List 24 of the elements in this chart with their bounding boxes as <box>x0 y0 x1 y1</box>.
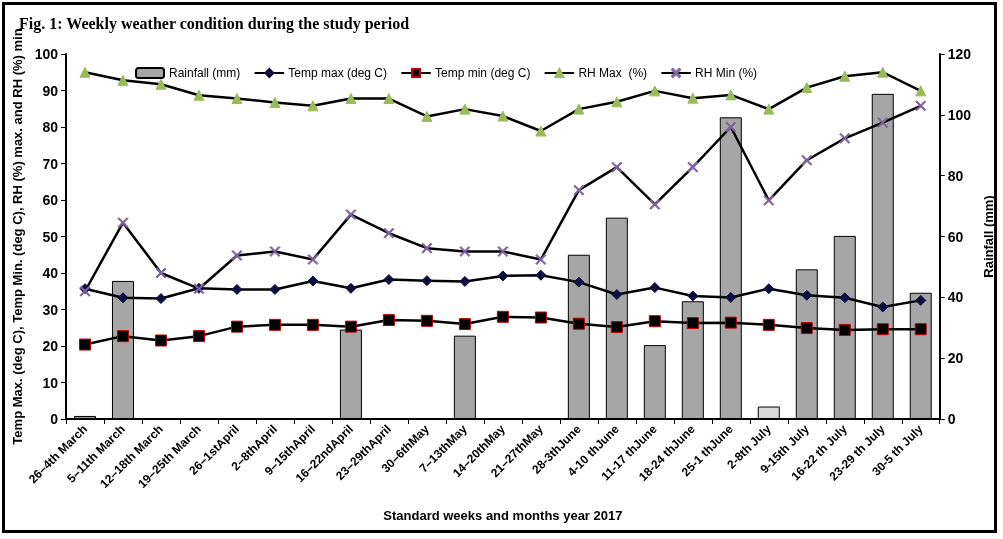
y-tick-label: 80 <box>42 119 59 135</box>
y2-tick-label: 100 <box>947 106 972 123</box>
y-tick-label: 20 <box>42 338 59 354</box>
y-tick-label: 60 <box>42 192 59 208</box>
y-tick-label: 0 <box>50 411 59 427</box>
legend-label: Temp max (deg C) <box>288 66 388 80</box>
y-tick-label: 10 <box>42 374 59 391</box>
y2-tick-label: 80 <box>947 167 964 184</box>
y-tick-label: 90 <box>42 82 59 99</box>
y-tick-label: 40 <box>42 265 59 281</box>
y-tick-label: 30 <box>42 301 59 318</box>
legend-label: RH Min (%) <box>695 66 758 80</box>
y2-tick-label: 40 <box>947 289 964 306</box>
y2-tick-label: 120 <box>947 46 972 62</box>
x-axis-title: Standard weeks and months year 2017 <box>383 508 623 523</box>
legend-label: Rainfall (mm) <box>169 66 241 80</box>
y-tick-label: 70 <box>42 155 59 172</box>
y-tick-label: 100 <box>34 46 59 62</box>
y2-tick-label: 20 <box>947 350 964 367</box>
y-tick-label: 50 <box>42 228 59 245</box>
legend-label: Temp min (deg C) <box>435 66 531 80</box>
y2-tick-label: 60 <box>947 228 964 245</box>
y2-tick-label: 0 <box>947 411 956 427</box>
legend-label: RH Max (%) <box>578 66 648 80</box>
